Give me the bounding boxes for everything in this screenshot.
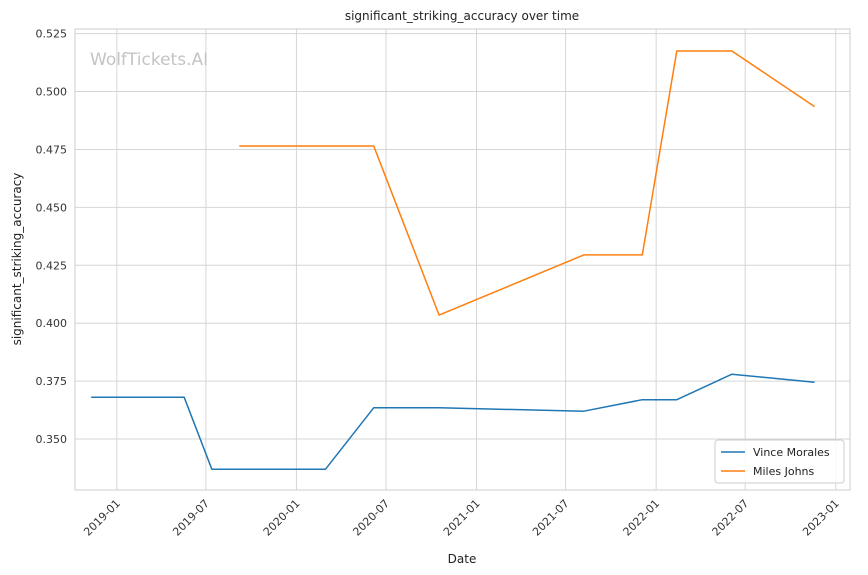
legend-box <box>714 439 845 484</box>
y-tick-label: 0.475 <box>36 143 68 156</box>
x-tick-label: 2021-01 <box>441 497 483 539</box>
x-tick-label: 2022-01 <box>621 497 663 539</box>
x-tick-label: 2019-07 <box>170 497 212 539</box>
y-tick-label: 0.375 <box>36 375 68 388</box>
y-tick-label: 0.400 <box>36 317 68 330</box>
legend: Vince Morales Miles Johns <box>714 439 845 484</box>
y-tick-label: 0.500 <box>36 86 68 99</box>
plot-frame <box>74 28 851 491</box>
x-tick-label: 2019-01 <box>81 497 123 539</box>
y-axis-title: significant_striking_accuracy <box>10 173 24 346</box>
watermark: WolfTickets.AI <box>90 50 208 70</box>
y-tick-label: 0.525 <box>36 28 68 41</box>
x-tick-label: 2022-07 <box>710 497 752 539</box>
y-tick-label: 0.350 <box>36 433 68 446</box>
x-tick-label: 2020-01 <box>261 497 303 539</box>
legend-label: Vince Morales <box>753 446 830 459</box>
x-tick-label: 2020-07 <box>350 497 392 539</box>
chart-title: significant_striking_accuracy over time <box>345 9 579 23</box>
x-tick-labels: 2019-01 2019-07 2020-01 2020-07 2021-01 2021-… <box>81 497 842 539</box>
legend-label: Miles Johns <box>753 465 815 478</box>
plot-background <box>75 29 850 490</box>
y-gridlines <box>75 33 850 440</box>
x-tick-label: 2021-07 <box>530 497 572 539</box>
x-tick-label: 2023-01 <box>800 497 842 539</box>
series-lines <box>91 50 816 470</box>
x-gridlines <box>116 29 837 490</box>
series-line-2 <box>239 50 816 316</box>
series-line-1 <box>91 373 815 470</box>
x-axis-title: Date <box>448 552 477 566</box>
y-tick-label: 0.425 <box>36 259 68 272</box>
y-tick-labels: 0.350 0.375 0.400 0.425 0.450 0.475 0.500 0.525 <box>36 28 68 446</box>
y-tick-label: 0.450 <box>36 201 68 214</box>
